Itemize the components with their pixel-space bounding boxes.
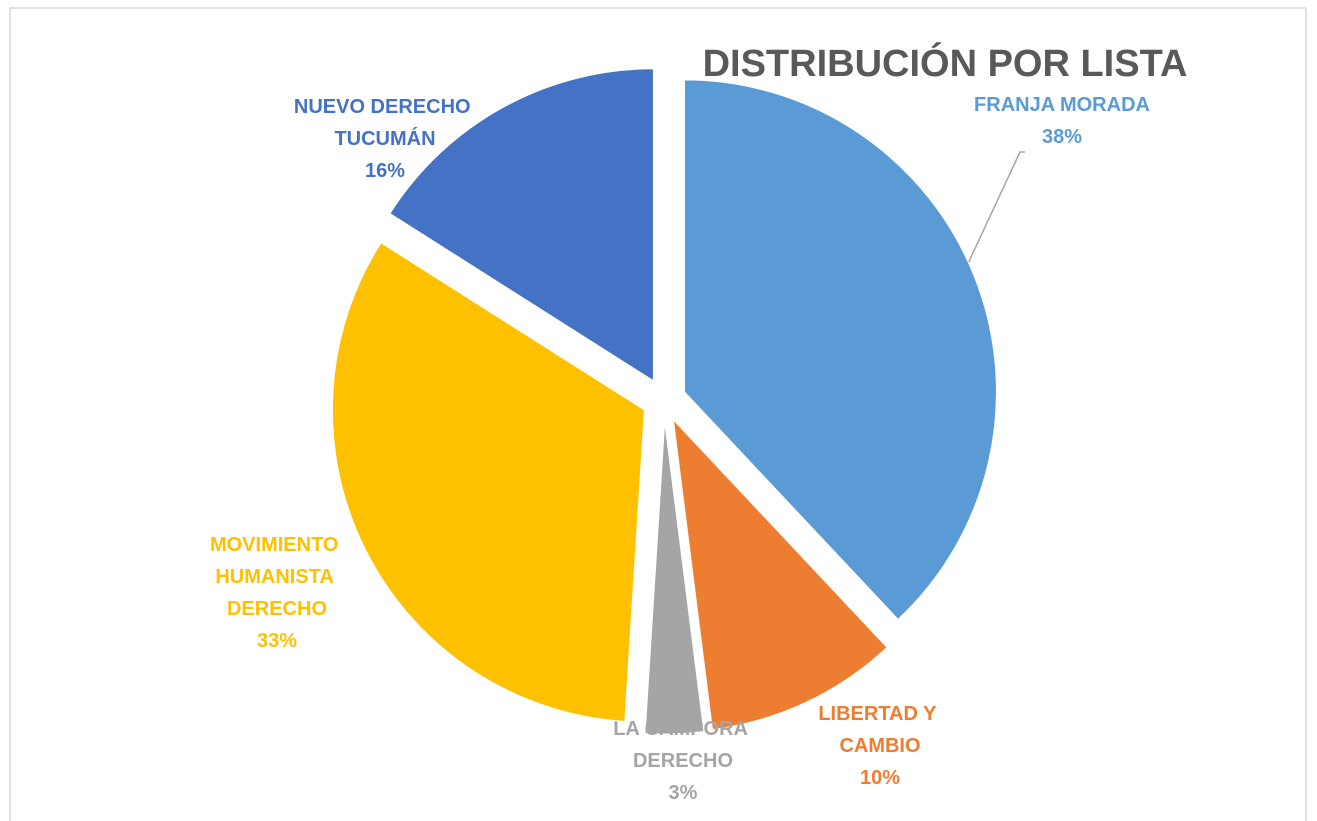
- category-label: LIBERTAD Y CAMBIO: [818, 703, 941, 757]
- pie-slice: [331, 242, 645, 722]
- label-line: TUCUMÁN: [334, 127, 435, 150]
- data-label: 3%: [669, 782, 698, 804]
- category-label: MOVIMIENTO HUMANISTA DERECHO: [210, 534, 344, 620]
- label-line: DERECHO: [227, 598, 327, 620]
- data-label: 16%: [365, 160, 405, 182]
- label-line: FRANJA MORADA: [974, 94, 1150, 116]
- data-label: 33%: [257, 630, 297, 652]
- data-label: 38%: [1042, 126, 1082, 148]
- data-label: 10%: [860, 767, 900, 789]
- label-line: HUMANISTA: [215, 566, 338, 588]
- leader-line: [957, 151, 1025, 286]
- label-line: MOVIMIENTO: [210, 534, 344, 556]
- category-label: NUEVO DERECHO TUCUMÁN: [294, 96, 476, 150]
- pie-slice: [389, 68, 654, 382]
- pie-slice: [672, 418, 888, 731]
- label-line: LA CAMPORA: [613, 718, 753, 740]
- label-line: LIBERTAD Y: [818, 703, 941, 725]
- label-line: NUEVO DERECHO: [294, 96, 476, 118]
- pie-slice: [644, 421, 705, 735]
- chart-title: DISTRIBUCIÓN POR LISTA: [703, 41, 1188, 85]
- category-label: LA CAMPORA DERECHO: [613, 718, 753, 772]
- category-label: FRANJA MORADA: [974, 94, 1150, 116]
- label-line: DERECHO: [633, 750, 733, 772]
- label-line: CAMBIO: [839, 735, 920, 757]
- pie-slice: [683, 79, 997, 621]
